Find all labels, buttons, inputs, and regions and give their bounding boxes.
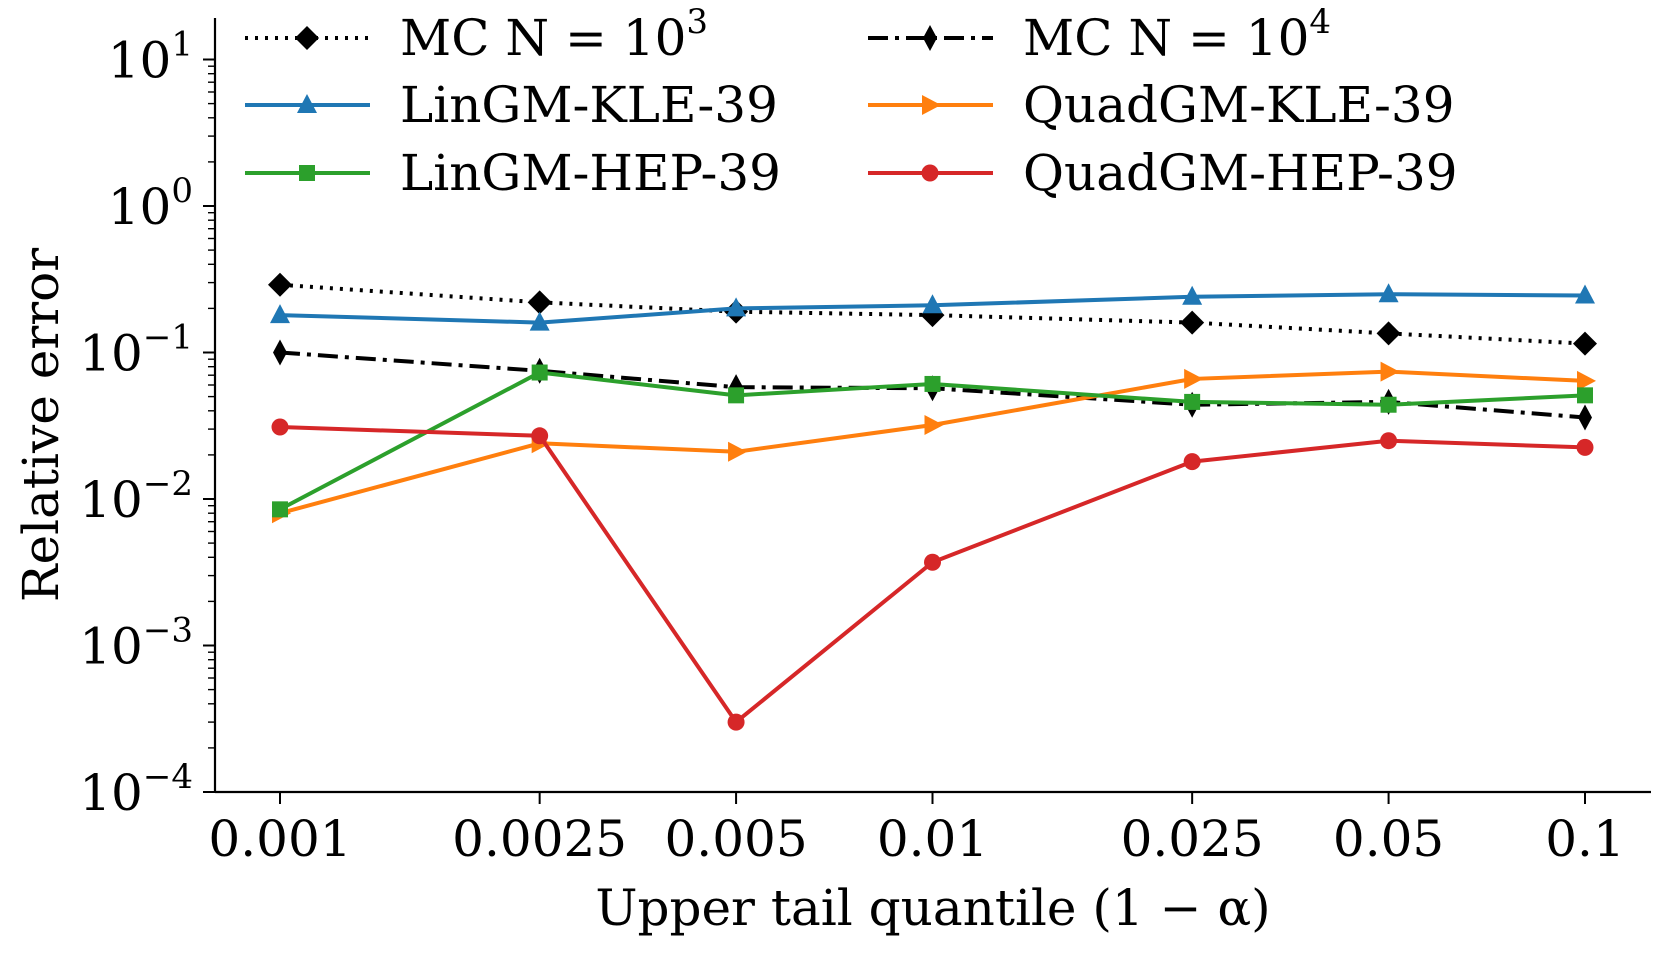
legend-label: LinGM-KLE-39 <box>400 76 778 134</box>
data-point <box>728 441 748 462</box>
y-tick-label: 10−3 <box>79 611 193 676</box>
y-tick-label: 101 <box>108 25 193 90</box>
legend: MC N = 103 MC N = 104 LinGM-KLE-39 QuadGM-K… <box>245 2 1458 202</box>
data-point <box>268 272 292 297</box>
plot-area <box>268 272 1597 731</box>
legend-marker <box>923 25 937 51</box>
data-point <box>1380 432 1398 450</box>
data-point <box>531 364 548 381</box>
x-tick-label: 0.025 <box>1121 810 1264 868</box>
data-point <box>531 427 549 445</box>
data-point <box>1184 368 1204 389</box>
legend-entry: MC N = 104 <box>868 2 1331 67</box>
x-tick-label: 0.01 <box>877 810 988 868</box>
legend-label: QuadGM-HEP-39 <box>1023 144 1458 202</box>
legend-marker <box>921 164 939 182</box>
series-line <box>279 425 1586 725</box>
series-quadgm-hep-39 <box>271 418 1594 731</box>
x-tick-label: 0.0025 <box>452 810 627 868</box>
data-point <box>1380 361 1400 382</box>
legend-marker <box>297 94 317 113</box>
y-axis-title: Relative error <box>12 248 70 602</box>
data-point <box>1183 453 1201 471</box>
data-point <box>527 290 552 315</box>
data-point <box>924 553 941 571</box>
legend-entry: MC N = 103 <box>245 2 708 67</box>
legend-label: LinGM-HEP-39 <box>400 144 781 202</box>
data-point <box>1576 438 1594 456</box>
y-tick-label: 10−1 <box>79 318 193 383</box>
data-point <box>1380 396 1397 413</box>
series-mc-n-10-3 <box>268 272 1597 356</box>
legend-entry: QuadGM-KLE-39 <box>868 76 1455 134</box>
data-point <box>1578 404 1592 431</box>
legend-marker <box>299 165 315 181</box>
x-tick-label: 0.05 <box>1333 810 1444 868</box>
data-point <box>529 311 550 331</box>
legend-marker <box>295 26 319 50</box>
legend-label: QuadGM-KLE-39 <box>1023 76 1455 134</box>
y-tick-label: 10−2 <box>79 464 193 529</box>
legend-entry: QuadGM-HEP-39 <box>868 144 1458 202</box>
data-point <box>1182 285 1203 305</box>
legend-label: MC N = 104 <box>1023 2 1331 67</box>
data-point <box>1180 310 1205 335</box>
data-point <box>727 713 745 731</box>
x-axis-title: Upper tail quantile (1 − α) <box>595 879 1270 937</box>
x-tick-label: 0.001 <box>208 810 351 868</box>
data-point <box>1378 283 1399 303</box>
data-point <box>924 414 944 435</box>
data-point <box>1184 393 1201 410</box>
axes <box>203 18 1651 804</box>
x-tick-label: 0.005 <box>665 810 808 868</box>
data-point <box>273 339 287 366</box>
data-point <box>1376 321 1401 346</box>
data-point <box>924 375 941 392</box>
tick-labels: 10−4 10−3 10−2 10−1 100 101 0.001 0.0025 0.005 0.… <box>79 25 1625 869</box>
data-point <box>726 297 747 317</box>
legend-entry: LinGM-HEP-39 <box>245 144 781 202</box>
legend-entry: LinGM-KLE-39 <box>245 76 778 134</box>
data-point <box>922 294 943 314</box>
legend-label: MC N = 103 <box>400 2 708 67</box>
data-point <box>1577 370 1596 391</box>
x-tick-label: 0.1 <box>1545 810 1625 868</box>
y-tick-label: 100 <box>108 171 193 236</box>
legend-marker <box>922 95 941 115</box>
data-point <box>1573 331 1597 356</box>
data-point <box>270 304 290 324</box>
data-point <box>272 501 288 518</box>
data-point <box>271 418 289 436</box>
data-point <box>1575 284 1595 304</box>
y-tick-label: 10−4 <box>79 757 193 822</box>
data-point <box>728 387 745 404</box>
data-point <box>1577 387 1593 404</box>
series-lingm-kle-39 <box>270 283 1595 331</box>
series-lingm-hep-39 <box>272 364 1593 518</box>
